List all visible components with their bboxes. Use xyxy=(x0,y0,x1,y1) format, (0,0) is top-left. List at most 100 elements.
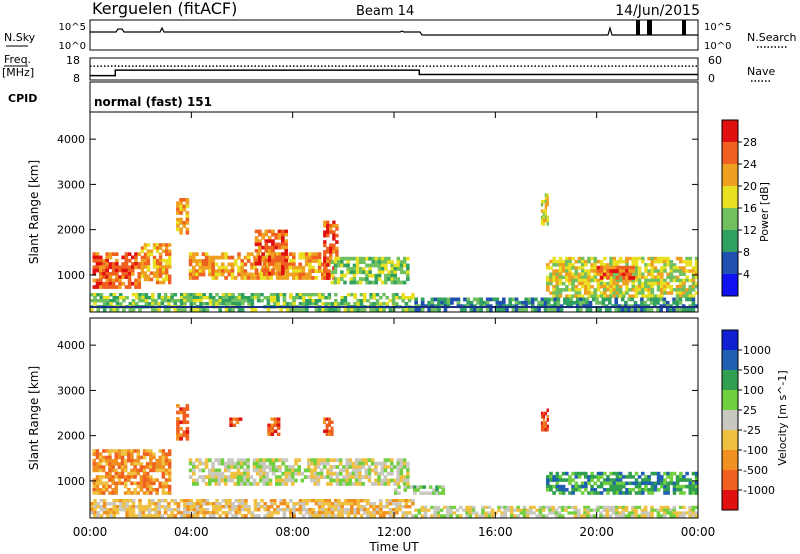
echo-cell xyxy=(382,302,386,306)
echo-cell xyxy=(199,293,203,297)
echo-cell xyxy=(182,207,187,212)
echo-cell xyxy=(259,471,263,476)
echo-cell xyxy=(217,265,222,270)
echo-cell xyxy=(554,514,559,518)
echo-cell xyxy=(192,259,196,263)
echo-cell xyxy=(313,475,317,479)
echo-cell xyxy=(612,272,617,276)
echo-cell xyxy=(215,302,219,306)
echo-cell xyxy=(503,505,508,509)
echo-cell xyxy=(267,426,271,430)
echo-cell xyxy=(549,291,553,295)
echo-cell xyxy=(561,488,566,492)
echo-cell xyxy=(204,482,209,486)
echo-cell xyxy=(482,300,487,305)
echo-cell xyxy=(326,272,330,277)
echo-cell xyxy=(192,461,196,466)
echo-cell xyxy=(414,297,418,302)
echo-cell xyxy=(323,263,327,267)
echo-cell xyxy=(267,249,272,253)
echo-cell xyxy=(142,452,147,457)
echo-cell xyxy=(456,300,461,305)
echo-cell xyxy=(157,293,161,297)
echo-cell xyxy=(271,239,275,243)
echo-cell xyxy=(615,265,620,270)
echo-cell xyxy=(237,499,242,503)
echo-cell xyxy=(375,511,380,515)
echo-cell xyxy=(317,505,322,509)
echo-cell xyxy=(234,299,239,303)
echo-cell xyxy=(92,285,97,289)
echo-cell xyxy=(230,458,234,463)
echo-cell xyxy=(634,478,639,482)
echo-cell xyxy=(644,481,648,486)
echo-cell xyxy=(555,481,560,486)
echo-cell xyxy=(656,307,660,312)
echo-cell xyxy=(220,475,225,479)
echo-cell xyxy=(599,263,604,267)
echo-cell xyxy=(252,458,257,463)
colorbar-frame xyxy=(721,329,739,511)
echo-cell xyxy=(603,256,607,261)
echo-cell xyxy=(599,511,603,515)
echo-cell xyxy=(580,484,585,489)
echo-cell xyxy=(108,471,112,476)
echo-cell xyxy=(158,265,163,269)
echo-cell xyxy=(246,471,250,476)
echo-cell xyxy=(598,300,602,305)
echo-cell xyxy=(362,270,366,275)
echo-cell xyxy=(192,299,197,303)
echo-cell xyxy=(102,505,107,509)
echo-cell xyxy=(330,308,335,312)
echo-cell xyxy=(625,256,629,261)
echo-cell xyxy=(346,508,351,512)
echo-cell xyxy=(294,458,298,463)
echo-cell xyxy=(374,273,379,278)
echo-cell xyxy=(112,514,117,518)
echo-cell xyxy=(449,511,453,515)
echo-cell xyxy=(574,291,579,295)
echo-cell xyxy=(359,293,364,297)
echo-cell xyxy=(679,488,683,492)
echo-cell xyxy=(173,293,178,297)
echo-cell xyxy=(152,465,156,469)
echo-cell xyxy=(247,299,251,303)
echo-cell xyxy=(112,299,117,303)
echo-cell xyxy=(98,475,103,479)
echo-cell xyxy=(154,299,158,303)
echo-cell xyxy=(105,265,109,270)
echo-cell xyxy=(304,252,309,257)
echo-cell xyxy=(571,484,575,489)
echo-cell xyxy=(146,249,151,253)
colorbar-swatch xyxy=(722,120,738,143)
echo-cell xyxy=(384,260,388,264)
echo-cell xyxy=(563,300,567,305)
echo-cell xyxy=(231,514,235,518)
echo-cell xyxy=(356,502,361,506)
echo-cell xyxy=(568,294,572,298)
echo-cell xyxy=(307,475,311,479)
echo-cell xyxy=(407,499,412,503)
echo-cell xyxy=(291,478,295,483)
echo-cell xyxy=(379,502,383,506)
echo-cell xyxy=(147,505,152,509)
echo-cell xyxy=(556,300,561,305)
echo-cell xyxy=(546,222,549,226)
echo-cell xyxy=(176,299,181,303)
echo-cell xyxy=(546,484,550,489)
echo-cell xyxy=(580,256,585,261)
echo-cell xyxy=(663,491,667,495)
echo-cell xyxy=(179,420,183,425)
echo-cell xyxy=(354,458,359,463)
echo-cell xyxy=(352,270,357,275)
echo-cell xyxy=(258,229,262,234)
echo-cell xyxy=(164,468,169,473)
echo-cell xyxy=(115,268,119,273)
echo-cell xyxy=(289,511,293,515)
echo-cell xyxy=(679,491,683,495)
echo-cell xyxy=(167,468,172,473)
echo-cell xyxy=(111,462,115,466)
echo-cell xyxy=(627,307,631,312)
echo-cell xyxy=(131,505,136,509)
echo-cell xyxy=(411,296,415,300)
